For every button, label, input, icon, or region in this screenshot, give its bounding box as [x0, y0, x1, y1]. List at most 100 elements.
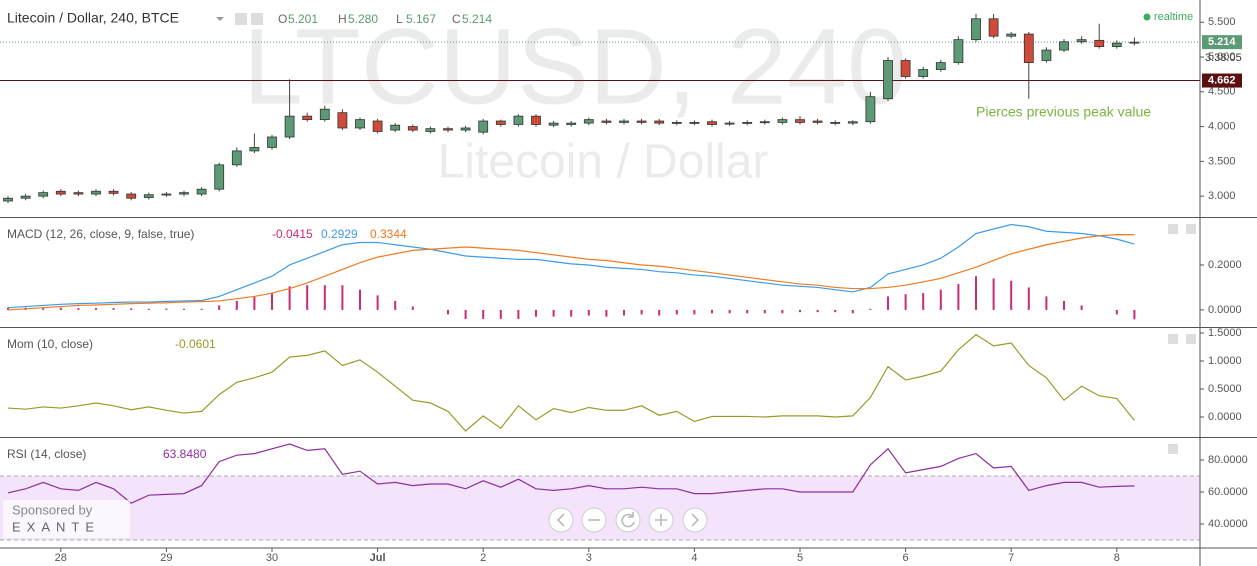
y-tick-label: 60.0000	[1208, 486, 1248, 498]
candle-body	[900, 60, 911, 77]
peak-price-box	[1202, 73, 1242, 88]
scroll-right-button[interactable]	[682, 507, 708, 533]
candle-body	[1094, 39, 1105, 47]
candle-body	[1129, 41, 1140, 44]
candle-body	[1023, 33, 1034, 63]
candle-body	[302, 115, 313, 121]
candle-body	[1006, 33, 1017, 37]
last-price-box	[1202, 35, 1242, 50]
candle-body	[284, 115, 295, 138]
candle-body	[214, 164, 225, 190]
candle-body	[143, 194, 154, 198]
candle-body	[249, 147, 260, 152]
ohlc-key: L	[396, 12, 403, 26]
y-tick-label: 4.500	[1208, 86, 1236, 98]
candle-body	[935, 62, 946, 70]
panel-button[interactable]	[1168, 444, 1178, 454]
y-tick-label: 1.0000	[1208, 355, 1242, 367]
indicator-title[interactable]: RSI (14, close)	[7, 447, 86, 461]
candle-body	[443, 128, 453, 131]
panel-button[interactable]	[1168, 334, 1178, 344]
navigation	[548, 507, 708, 533]
candle-body	[91, 190, 101, 195]
candle-body	[953, 39, 964, 63]
reset-button[interactable]	[615, 507, 641, 533]
settings-icon[interactable]	[251, 13, 263, 25]
settings-icon[interactable]	[235, 13, 247, 25]
candle-body	[460, 127, 471, 131]
candle-body	[1111, 42, 1122, 47]
candle-body	[1076, 39, 1087, 43]
scroll-left-button[interactable]	[548, 507, 574, 533]
sponsor-box[interactable]: Sponsored by EXANTE	[3, 500, 130, 538]
candle-body	[355, 119, 365, 129]
x-tick-label: 7	[1008, 552, 1014, 564]
x-tick-label: Jul	[370, 552, 386, 564]
candle-body	[478, 120, 489, 133]
x-tick-label: 30	[266, 552, 278, 564]
x-tick-label: 5	[797, 552, 803, 564]
candle-body	[3, 197, 13, 202]
candle-body	[707, 121, 717, 125]
y-tick-label: 3.500	[1208, 155, 1236, 167]
sponsor-brand: EXANTE	[12, 519, 100, 534]
indicator-line	[7, 223, 1135, 309]
candle-body	[583, 119, 594, 124]
realtime-label: realtime	[1154, 11, 1193, 23]
y-tick-label: 80.0000	[1208, 454, 1248, 466]
indicator-value: 63.8480	[163, 447, 207, 461]
candle-body	[654, 120, 665, 124]
y-tick-label: 40.0000	[1208, 518, 1248, 530]
candle-body	[495, 120, 506, 125]
indicator-line	[7, 443, 1135, 504]
candle-body	[372, 120, 383, 132]
panel-button[interactable]	[1186, 334, 1196, 344]
indicator-title[interactable]: MACD (12, 26, close, 9, false, true)	[7, 227, 194, 241]
candle-body	[918, 69, 929, 77]
x-tick-label: 28	[55, 552, 67, 564]
candle-body	[566, 122, 577, 125]
candle-body	[55, 190, 66, 195]
peak-price-label: 4.662	[1208, 74, 1236, 86]
candle-body	[812, 120, 823, 123]
x-tick-label: 8	[1114, 552, 1120, 564]
candle-body	[337, 112, 348, 129]
candle-body	[407, 126, 418, 131]
y-tick-label: 5.500	[1208, 16, 1236, 28]
ohlc-key: C	[452, 12, 461, 26]
candle-body	[425, 128, 436, 132]
candle-body	[865, 96, 876, 123]
candle-body	[724, 122, 735, 125]
y-tick-label: 0.5000	[1208, 383, 1242, 395]
ohlc-key: H	[338, 12, 347, 26]
candle-body	[548, 122, 559, 126]
candle-body	[742, 122, 753, 124]
ohlc-value: 5.280	[348, 12, 378, 26]
ohlc-value: 5.167	[406, 12, 436, 26]
panel-button[interactable]	[1186, 224, 1196, 234]
indicator-title[interactable]: Mom (10, close)	[7, 337, 93, 351]
candle-body	[390, 124, 401, 131]
annotation: Pierces previous peak value	[976, 104, 1151, 120]
panel-button[interactable]	[1168, 224, 1178, 234]
y-tick-label: 0.2000	[1208, 259, 1242, 271]
indicator-value: -0.0601	[175, 337, 216, 351]
candle-body	[636, 120, 647, 123]
zoom-out-button[interactable]	[581, 507, 607, 533]
y-tick-label: 1.5000	[1208, 327, 1242, 339]
candle-body	[20, 195, 31, 199]
x-tick-label: 2	[480, 552, 486, 564]
dropdown-icon[interactable]	[216, 17, 224, 21]
candle-body	[601, 120, 612, 123]
candle-body	[1041, 49, 1052, 61]
candle-body	[513, 115, 524, 125]
candle-body	[73, 192, 84, 195]
candle-body	[267, 136, 277, 148]
symbol-title[interactable]: Litecoin / Dollar, 240, BTCE	[7, 10, 179, 26]
ohlc-key: O	[278, 12, 287, 26]
zoom-in-button[interactable]	[648, 507, 674, 533]
candle-body	[319, 108, 330, 121]
candle-body	[830, 122, 841, 124]
